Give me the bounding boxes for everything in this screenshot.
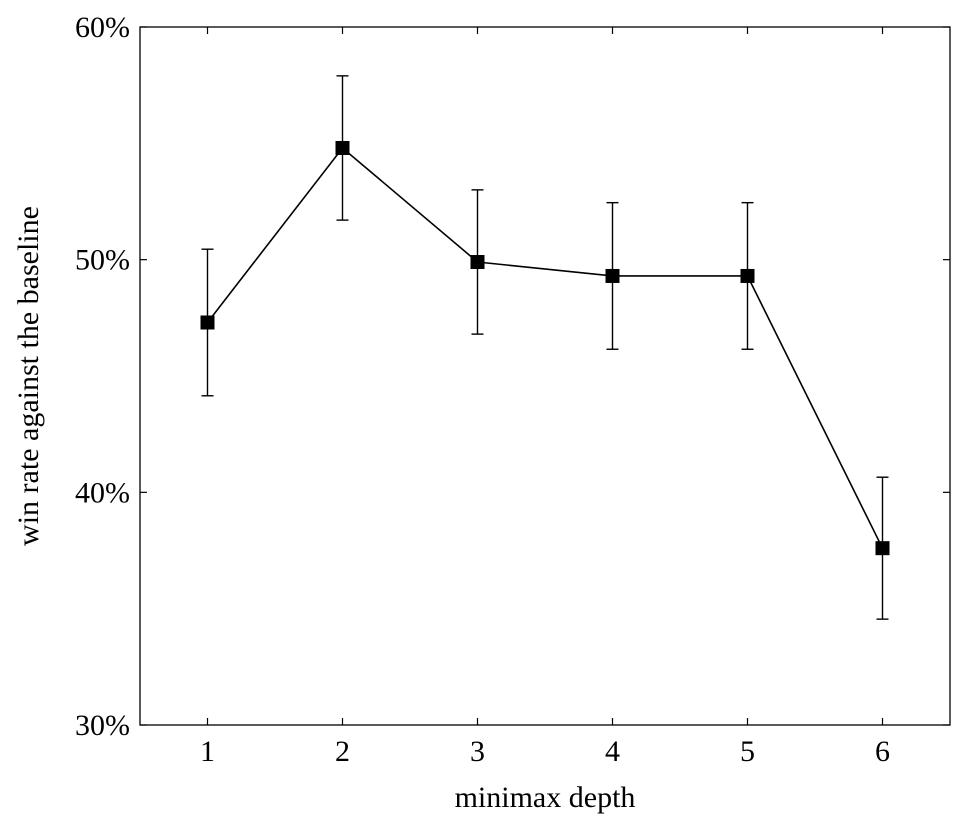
series-line: [206, 146, 884, 549]
plot-area: [139, 26, 951, 726]
x-axis-label: minimax depth: [455, 781, 636, 814]
y-tick-label: 30%: [75, 709, 130, 742]
error-bars: [201, 75, 889, 620]
x-tick-label: 3: [470, 735, 485, 768]
x-tick-label: 2: [335, 735, 350, 768]
tick-marks: [140, 26, 950, 726]
x-tick-label: 6: [875, 735, 890, 768]
x-tick-label: 4: [605, 735, 620, 768]
x-tick-labels: 1 2 3 4 5 6: [200, 735, 890, 768]
y-tick-label: 50%: [75, 244, 130, 277]
x-tick-label: 1: [200, 735, 215, 768]
y-axis-label: win rate against the baseline: [12, 206, 45, 546]
y-tick-label: 60%: [75, 11, 130, 44]
x-tick-label: 5: [740, 735, 755, 768]
y-tick-labels: 30% 40% 50% 60%: [75, 11, 130, 742]
data-point: [740, 268, 755, 283]
data-markers: [200, 140, 890, 556]
data-point: [875, 541, 890, 556]
data-point: [470, 254, 485, 269]
data-point: [200, 315, 215, 330]
data-point: [335, 140, 350, 155]
data-point: [605, 268, 620, 283]
y-tick-label: 40%: [75, 476, 130, 509]
